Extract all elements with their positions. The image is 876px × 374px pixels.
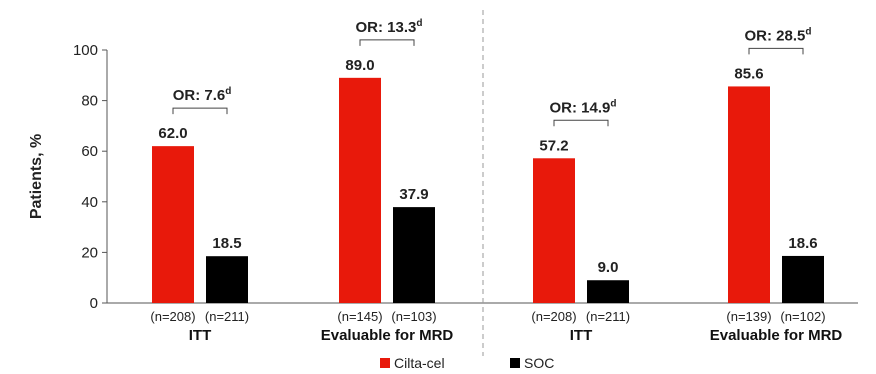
- legend-swatch: [380, 358, 390, 368]
- legend-label: SOC: [524, 355, 554, 371]
- group-label: Evaluable for MRD: [321, 327, 454, 344]
- bar-cilta-cel: [152, 146, 194, 303]
- odds-ratio-bracket: [359, 39, 415, 46]
- bar-value-label: 37.9: [399, 186, 428, 203]
- bars: [152, 77, 824, 303]
- legend-label: Cilta-cel: [394, 355, 445, 371]
- sample-size-label: (n=211): [205, 309, 249, 324]
- y-tick-label: 0: [90, 295, 98, 312]
- odds-ratio-label: OR: 28.5d: [745, 26, 812, 44]
- legend-swatch: [510, 358, 520, 368]
- y-tick-label: 40: [81, 194, 98, 211]
- bar-soc: [587, 280, 629, 303]
- odds-ratio-bracket: [172, 107, 228, 115]
- odds-ratio-bracket: [748, 47, 804, 55]
- sample-size-label: (n=208): [150, 309, 195, 324]
- y-tick-label: 100: [73, 42, 98, 59]
- sample-size-label: (n=211): [586, 309, 630, 324]
- bar-value-label: 18.6: [788, 235, 817, 252]
- bar-value-label: 18.5: [212, 235, 241, 252]
- bar-value-label: 85.6: [734, 65, 763, 82]
- legend: Cilta-cel SOC: [380, 355, 554, 371]
- odds-ratio-label: OR: 14.9d: [550, 98, 617, 116]
- odds-ratio-bracket: [553, 119, 609, 127]
- bar-cilta-cel: [339, 77, 381, 303]
- bar-soc: [782, 255, 824, 303]
- bar-soc: [206, 256, 248, 303]
- sample-size-label: (n=102): [780, 309, 825, 324]
- bar-soc: [393, 207, 435, 303]
- bar-value-label: 62.0: [158, 125, 187, 142]
- group-label: ITT: [189, 327, 212, 344]
- sample-size-label: (n=139): [726, 309, 771, 324]
- sample-size-label: (n=208): [531, 309, 576, 324]
- y-tick-label: 60: [81, 143, 98, 160]
- sample-size-label: (n=103): [391, 309, 436, 324]
- bar-cilta-cel: [533, 158, 575, 303]
- bar-cilta-cel: [728, 86, 770, 303]
- y-axis-label: Patients, %: [28, 134, 45, 219]
- sample-size-label: (n=145): [337, 309, 382, 324]
- bar-value-label: 57.2: [539, 137, 568, 154]
- odds-ratio-label: OR: 13.3d: [356, 18, 423, 36]
- group-label: ITT: [570, 327, 593, 344]
- group-label: Evaluable for MRD: [710, 327, 843, 344]
- y-tick-label: 80: [81, 93, 98, 110]
- bar-value-label: 89.0: [345, 57, 374, 74]
- odds-ratio-label: OR: 7.6d: [173, 86, 232, 104]
- bar-value-label: 9.0: [598, 259, 619, 276]
- labels: 62.0 (n=208) 18.5 (n=211) ITT OR: 7.6d 89.0 (n=…: [150, 18, 842, 344]
- y-tick-label: 20: [81, 244, 98, 261]
